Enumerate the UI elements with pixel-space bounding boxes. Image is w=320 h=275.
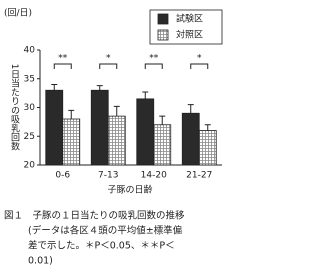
- significance-bracket: [144, 63, 163, 69]
- y-tick-label: 30: [24, 103, 36, 113]
- y-tick-label: 40: [24, 46, 36, 56]
- significance-label: **: [58, 54, 68, 64]
- x-tick-label: 0-6: [55, 171, 70, 181]
- legend-label: 対照区: [176, 29, 203, 41]
- error-bar: [187, 104, 194, 114]
- bar: [107, 115, 126, 166]
- x-tick-label: 21-27: [186, 171, 212, 181]
- bar: [181, 112, 200, 166]
- y-tick-label: 25: [24, 132, 35, 142]
- bar: [136, 98, 155, 166]
- significance-label: **: [149, 54, 159, 64]
- caption-line: 差で示した。＊P＜0.05、＊＊P＜: [28, 240, 175, 252]
- caption-line: 図１ 子豚の１日当たりの吸乳回数の推移: [4, 210, 185, 222]
- chart: (回/日) 1日当たりの吸乳回数 子豚の日齢 図１ 子豚の１日当たりの吸乳回数の…: [4, 8, 223, 267]
- y-tick-label: 35: [24, 74, 35, 84]
- caption-line: (データは各区４頭の平均値±標準偏: [28, 225, 182, 237]
- legend-swatch: [157, 13, 169, 25]
- y-unit: (回/日): [4, 8, 32, 19]
- caption: 図１ 子豚の１日当たりの吸乳回数の推移 (データは各区４頭の平均値±標準偏差で示し…: [4, 210, 185, 267]
- x-axis-label: 子豚の日齢: [107, 184, 152, 196]
- x-tick-label: 14-20: [141, 171, 167, 181]
- bar: [198, 130, 217, 166]
- caption-line: 0.01): [28, 256, 53, 267]
- bar: [45, 89, 64, 166]
- legend-label: 試験区: [176, 13, 203, 25]
- significance-label: *: [106, 54, 111, 64]
- error-bar: [159, 115, 166, 125]
- bar: [62, 118, 81, 166]
- significance-bracket: [99, 63, 118, 69]
- error-bar: [204, 124, 211, 131]
- x-tick-label: 7-13: [98, 171, 118, 181]
- y-axis-label: 1日当たりの吸乳回数: [9, 64, 20, 152]
- significance-bracket: [190, 63, 209, 69]
- error-bar: [142, 91, 149, 99]
- bar: [90, 89, 109, 166]
- legend-swatch: [157, 29, 169, 41]
- significance-label: *: [197, 54, 202, 64]
- bar: [153, 124, 172, 166]
- y-tick-label: 20: [24, 161, 36, 171]
- error-bar: [113, 105, 120, 117]
- error-bar: [68, 109, 75, 119]
- significance-bracket: [53, 63, 72, 69]
- error-bar: [96, 85, 103, 91]
- error-bar: [51, 84, 58, 91]
